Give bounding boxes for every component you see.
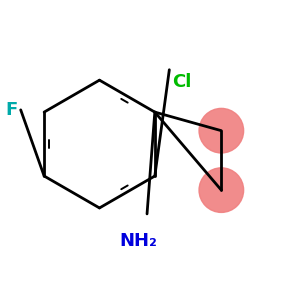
Text: Cl: Cl [172,73,192,91]
Circle shape [199,168,244,212]
Text: F: F [5,101,18,119]
Circle shape [199,108,244,153]
Text: NH₂: NH₂ [119,232,157,250]
